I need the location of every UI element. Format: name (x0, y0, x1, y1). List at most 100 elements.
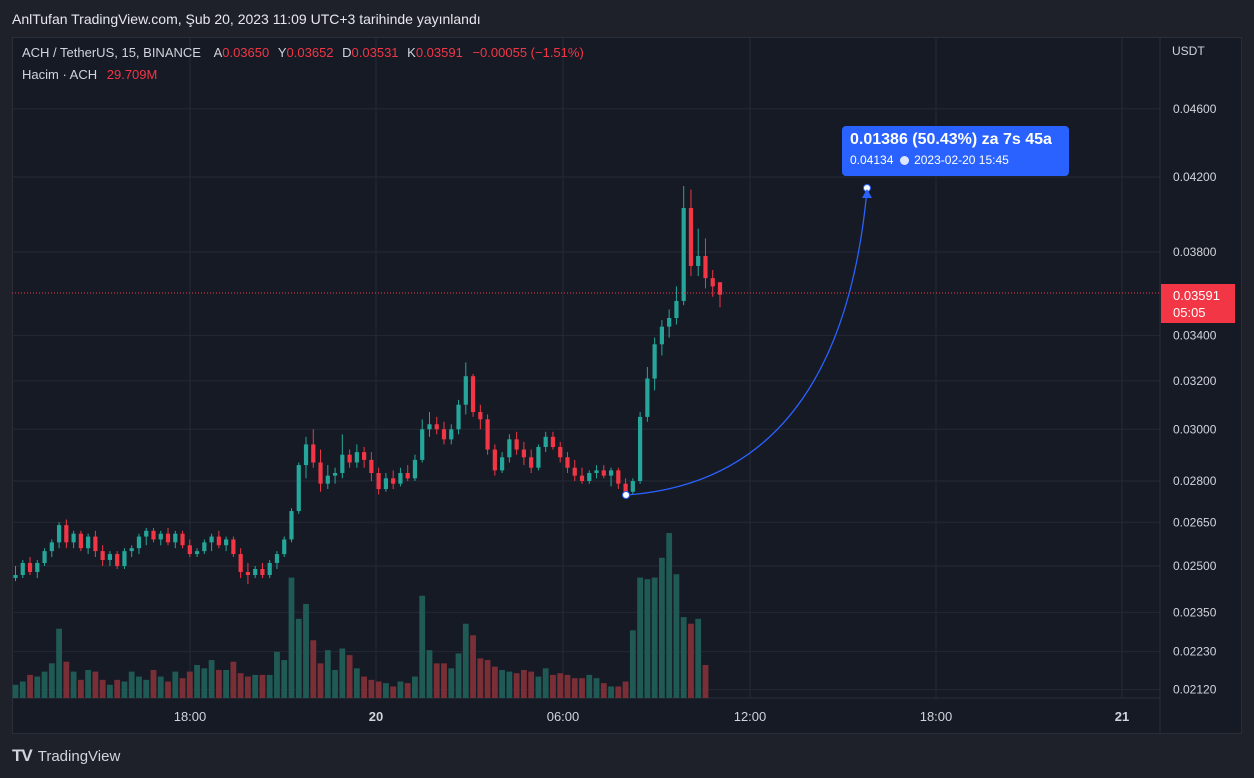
callout-datetime: 2023-02-20 15:45 (914, 153, 1009, 167)
candle-body (674, 300, 679, 318)
candle-body (194, 551, 200, 555)
candle-body (224, 539, 229, 546)
volume-bar (77, 679, 84, 698)
high-label: Y (277, 45, 287, 60)
volume-bar (637, 577, 644, 698)
projection-arc (625, 189, 868, 496)
projection-callout[interactable]: 0.01386 (50.43%) za 7s 45a 0.04134 2023-… (842, 126, 1069, 176)
volume-bar (99, 679, 106, 698)
candle-body (64, 525, 69, 543)
candle-body (20, 562, 25, 576)
candle-body (158, 533, 163, 540)
candle-body (398, 473, 403, 484)
candle-body (282, 539, 287, 555)
change-value: −0.00055 (−1.51%) (472, 45, 584, 60)
volume-bar (48, 663, 55, 698)
volume-bar (688, 623, 694, 698)
candle-body (470, 376, 476, 412)
tradingview-logo-text: TradingView (37, 747, 121, 765)
volume-bar (63, 661, 70, 698)
volume-bar (310, 640, 317, 698)
volume-bar (644, 579, 651, 698)
volume-bar (179, 678, 186, 698)
volume-bar (477, 658, 484, 698)
symbol-name[interactable]: ACH / TetherUS, 15, BINANCE (22, 45, 201, 60)
volume-bar (295, 618, 302, 698)
volume-bar (19, 681, 26, 698)
candle-body (42, 551, 47, 563)
volume-bar (433, 663, 440, 698)
candle-body (594, 470, 599, 474)
volume-bar (564, 674, 571, 698)
candle-body (492, 449, 497, 471)
candle-body (71, 533, 76, 543)
volume-bar (702, 665, 709, 698)
candle-body (638, 416, 643, 481)
candle-body (652, 344, 657, 379)
candle-body (325, 475, 330, 484)
candle-body (187, 545, 192, 555)
volume-bar (114, 679, 121, 698)
candle-body (376, 473, 381, 490)
candle-body (180, 533, 185, 546)
volume-bar (245, 676, 251, 698)
candle-body (391, 478, 396, 484)
volume-bar (441, 663, 447, 698)
volume-bar (12, 684, 19, 698)
volume-bar (70, 671, 77, 698)
volume-bar (390, 686, 397, 698)
candle-body (456, 404, 461, 430)
published-caption: AnlTufan TradingView.com, Şub 20, 2023 1… (12, 11, 481, 27)
projection-arrowhead (862, 189, 872, 198)
volume-bar (571, 678, 578, 698)
volume-bar (223, 669, 230, 698)
volume-bar (375, 681, 382, 698)
candle-body (550, 436, 556, 447)
tradingview-logo[interactable]: TV TradingView (12, 746, 120, 766)
volume-bar (303, 603, 309, 698)
close-value: 0.03591 (415, 45, 463, 60)
volume-bar (608, 686, 614, 698)
candle-body (253, 568, 258, 576)
candle-body (485, 419, 490, 450)
volume-bar (353, 668, 360, 698)
candle-body (427, 424, 432, 430)
volume-bar (237, 673, 244, 698)
volume-bar (593, 678, 600, 698)
candle-body (100, 551, 105, 560)
volume-bar (470, 635, 476, 698)
candle-body (587, 473, 592, 481)
volume-bar (426, 650, 433, 698)
volume-bar (92, 671, 99, 698)
candle-body (441, 429, 447, 440)
candle-body (216, 536, 221, 546)
volume-bar (201, 668, 208, 698)
price-tick-label: 0.02350 (1173, 605, 1217, 619)
candle-body (173, 533, 178, 543)
candle-body (245, 571, 251, 576)
candle-body (231, 539, 236, 555)
volume-bar (491, 666, 498, 698)
grid-layer (12, 38, 1161, 733)
low-value: 0.03531 (351, 45, 399, 60)
volume-bar (419, 595, 426, 698)
volume-bar (107, 684, 113, 698)
price-tick-label: 0.02800 (1173, 474, 1217, 488)
candle-body (136, 536, 142, 549)
candle-body (93, 536, 98, 552)
volume-bar (557, 673, 564, 698)
candle-body (49, 542, 54, 552)
candle-layer (13, 185, 723, 585)
volume-bar (368, 679, 375, 698)
volume-bar (499, 669, 506, 698)
clock-icon (899, 156, 909, 165)
volume-label[interactable]: Hacim · ACH (22, 67, 98, 82)
volume-bar (215, 669, 222, 698)
candle-body (572, 467, 577, 476)
candle-body (86, 536, 91, 549)
volume-bar (462, 623, 469, 698)
candle-body (645, 378, 650, 417)
candle-body (202, 542, 207, 552)
candle-body (710, 278, 715, 287)
